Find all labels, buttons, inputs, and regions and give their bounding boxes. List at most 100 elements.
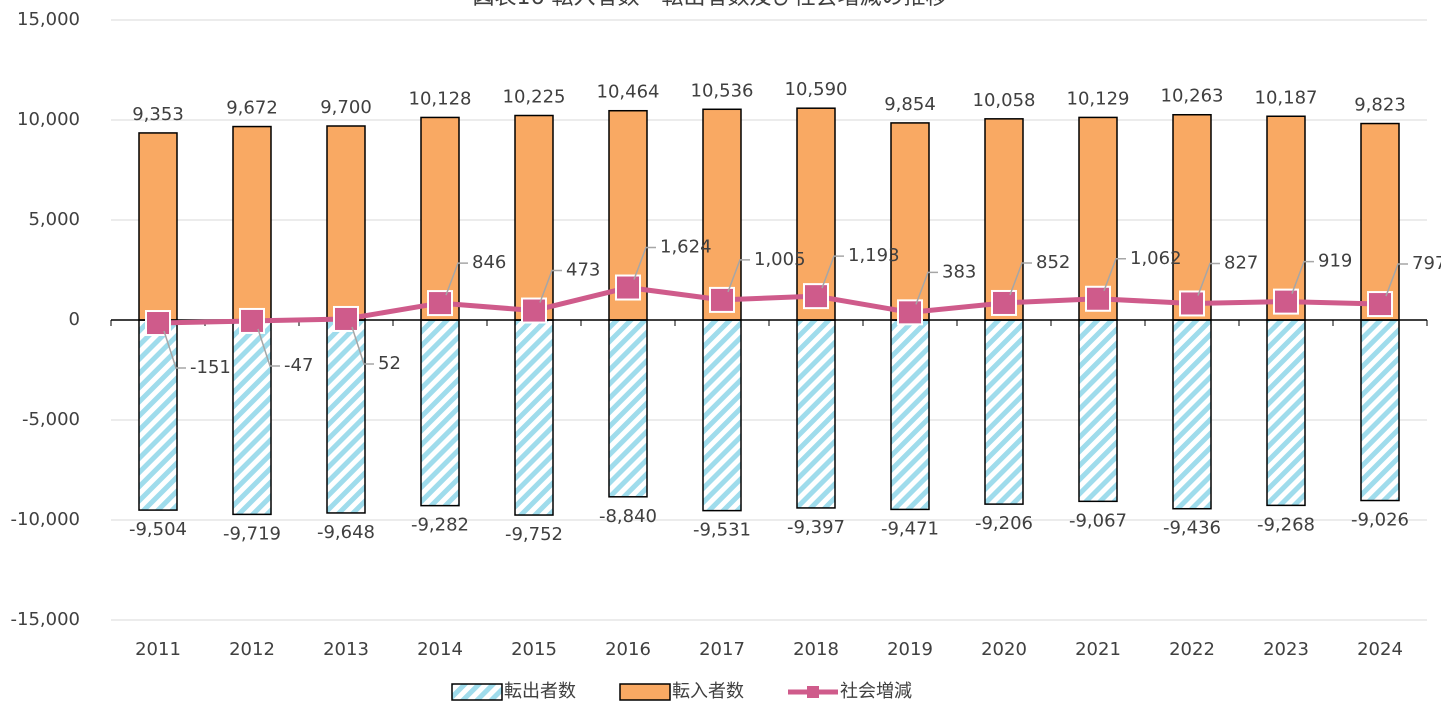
leader-line (727, 259, 750, 293)
data-label: 9,854 (884, 94, 936, 115)
bar (326, 319, 366, 514)
data-label: -9,648 (317, 522, 375, 543)
leader-line (1103, 258, 1126, 292)
marker (709, 286, 735, 313)
leader-line (633, 246, 656, 280)
bar (138, 319, 178, 511)
legend-label: 転入者数 (672, 681, 744, 702)
data-label: 10,187 (1255, 87, 1318, 108)
data-label: -9,752 (505, 524, 563, 545)
bar (984, 319, 1024, 505)
bar (1360, 122, 1400, 321)
data-label: -9,531 (693, 520, 751, 541)
leader-line (163, 330, 186, 369)
bar (702, 319, 742, 512)
marker (803, 283, 829, 310)
bar (1078, 319, 1118, 503)
data-label: 1,062 (1130, 248, 1182, 269)
x-tick-label: 2023 (1263, 639, 1309, 660)
data-label: -9,436 (1163, 518, 1221, 539)
bar (138, 132, 178, 321)
marker (239, 307, 265, 334)
bar (984, 118, 1024, 321)
marker (1179, 290, 1205, 317)
data-label: -151 (190, 357, 231, 378)
leader-line (539, 269, 562, 303)
x-tick-label: 2014 (417, 639, 463, 660)
bar (326, 125, 366, 321)
data-label: -9,026 (1351, 510, 1409, 531)
data-label: 9,672 (226, 98, 278, 119)
data-label: 10,129 (1067, 88, 1130, 109)
marker (145, 310, 171, 337)
marker (333, 305, 359, 332)
data-label: 852 (1036, 252, 1070, 273)
data-label: 1,193 (848, 245, 900, 266)
leader-line (1197, 262, 1220, 296)
data-label: 1,624 (660, 237, 712, 258)
x-tick-label: 2013 (323, 639, 369, 660)
y-tick-label: 10,000 (17, 109, 80, 130)
bar (1172, 113, 1212, 321)
data-label: 1,005 (754, 249, 806, 270)
bar (514, 319, 554, 516)
marker (1085, 285, 1111, 312)
leader-line (1291, 260, 1314, 294)
bar (420, 319, 460, 507)
data-label: 9,823 (1354, 95, 1406, 116)
marker (1273, 288, 1299, 315)
data-label: 9,700 (320, 97, 372, 118)
leader-line (915, 271, 938, 305)
legend-label: 転出者数 (504, 681, 576, 702)
marker (427, 290, 453, 317)
data-label: -9,268 (1257, 514, 1315, 535)
data-label: 10,263 (1161, 86, 1224, 107)
bar (702, 108, 742, 321)
x-tick-label: 2017 (699, 639, 745, 660)
data-label: 52 (378, 353, 401, 374)
leader-line (821, 255, 844, 289)
marker (1367, 291, 1393, 318)
data-label: -9,719 (223, 523, 281, 544)
bar (608, 319, 648, 498)
bar (1360, 319, 1400, 502)
bar (1266, 319, 1306, 507)
bar (232, 125, 272, 321)
x-tick-label: 2011 (135, 639, 181, 660)
data-label: 10,536 (691, 80, 754, 101)
x-tick-label: 2015 (511, 639, 557, 660)
y-tick-label: -5,000 (22, 409, 80, 430)
x-tick-label: 2022 (1169, 639, 1215, 660)
data-label: -9,397 (787, 517, 845, 538)
data-label: -8,840 (599, 506, 657, 527)
data-label: 10,225 (503, 87, 566, 108)
data-label: 10,128 (409, 88, 472, 109)
legend-swatch (451, 683, 503, 701)
leader-line (445, 262, 468, 296)
line (157, 284, 1381, 326)
x-tick-label: 2012 (229, 639, 275, 660)
chart-title: 図表16 転入者数・転出者数及び社会増減の推移 (473, 0, 948, 10)
bar (420, 116, 460, 321)
leader-line (257, 328, 280, 367)
data-label: -9,504 (129, 519, 187, 540)
bar (1172, 319, 1212, 510)
y-tick-label: -10,000 (11, 509, 80, 530)
y-tick-label: -15,000 (11, 609, 80, 630)
bar (890, 319, 930, 511)
data-label: 473 (566, 260, 600, 281)
data-label: 9,353 (132, 104, 184, 125)
bar (796, 319, 836, 509)
bar (514, 114, 554, 321)
bar (890, 122, 930, 321)
x-tick-label: 2024 (1357, 639, 1403, 660)
x-tick-label: 2020 (981, 639, 1027, 660)
data-label: -47 (284, 355, 313, 376)
data-label: -9,206 (975, 513, 1033, 534)
legend-swatch (619, 683, 671, 701)
bar (1266, 115, 1306, 321)
data-label: -9,282 (411, 515, 469, 536)
marker (897, 299, 923, 326)
data-label: 797 (1412, 253, 1441, 274)
